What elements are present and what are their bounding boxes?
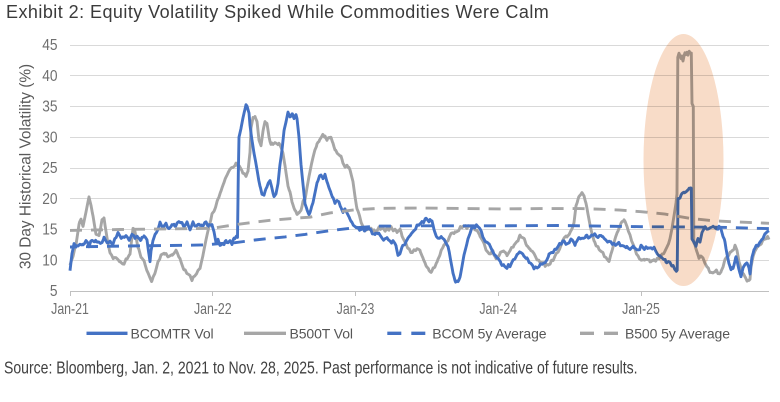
svg-text:15: 15 xyxy=(42,221,57,239)
svg-text:25: 25 xyxy=(42,159,57,177)
svg-text:Jan-25: Jan-25 xyxy=(622,300,660,318)
svg-text:B500T Vol: B500T Vol xyxy=(290,326,353,342)
svg-text:Jan-22: Jan-22 xyxy=(194,300,232,318)
svg-text:B500 5y Average: B500 5y Average xyxy=(625,326,730,342)
svg-text:10: 10 xyxy=(42,251,57,269)
svg-text:BCOM 5y Average: BCOM 5y Average xyxy=(432,326,546,342)
svg-text:Source: Bloomberg, Jan. 2, 202: Source: Bloomberg, Jan. 2, 2021 to Nov. … xyxy=(4,358,638,378)
svg-text:Jan-23: Jan-23 xyxy=(337,300,375,318)
svg-text:Jan-21: Jan-21 xyxy=(51,300,89,318)
svg-text:BCOMTR Vol: BCOMTR Vol xyxy=(131,326,214,342)
svg-text:Jan-24: Jan-24 xyxy=(479,300,517,318)
svg-text:40: 40 xyxy=(42,67,57,85)
svg-text:5: 5 xyxy=(50,282,58,300)
svg-text:Exhibit 2: Equity Volatility S: Exhibit 2: Equity Volatility Spiked Whil… xyxy=(6,2,549,22)
svg-text:45: 45 xyxy=(42,36,57,54)
svg-text:30: 30 xyxy=(42,128,57,146)
svg-text:35: 35 xyxy=(42,98,57,116)
svg-text:30 Day Historical Volatility (: 30 Day Historical Volatility (%) xyxy=(18,64,35,269)
svg-text:20: 20 xyxy=(42,190,57,208)
